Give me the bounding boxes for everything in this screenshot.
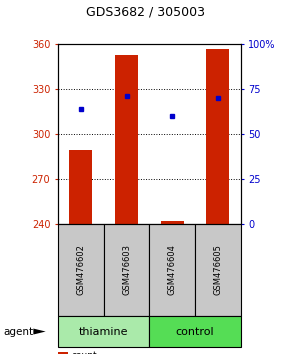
Text: GSM476605: GSM476605: [213, 245, 222, 296]
Bar: [206, 48, 229, 224]
Text: GSM476604: GSM476604: [168, 245, 177, 296]
Bar: [69, 150, 92, 224]
Text: thiamine: thiamine: [79, 326, 128, 337]
Text: count: count: [72, 351, 97, 354]
Text: GSM476603: GSM476603: [122, 245, 131, 296]
Bar: [104, 224, 149, 316]
Bar: [58, 224, 104, 316]
Bar: [149, 224, 195, 316]
Bar: [58, 352, 68, 354]
Text: GSM476602: GSM476602: [76, 245, 85, 296]
Text: GDS3682 / 305003: GDS3682 / 305003: [86, 6, 204, 19]
Polygon shape: [33, 329, 46, 335]
Text: agent: agent: [3, 326, 33, 337]
Bar: [149, 316, 241, 347]
Bar: [58, 316, 149, 347]
Bar: [115, 55, 138, 224]
Bar: [195, 224, 241, 316]
Bar: [161, 221, 184, 224]
Text: control: control: [176, 326, 214, 337]
